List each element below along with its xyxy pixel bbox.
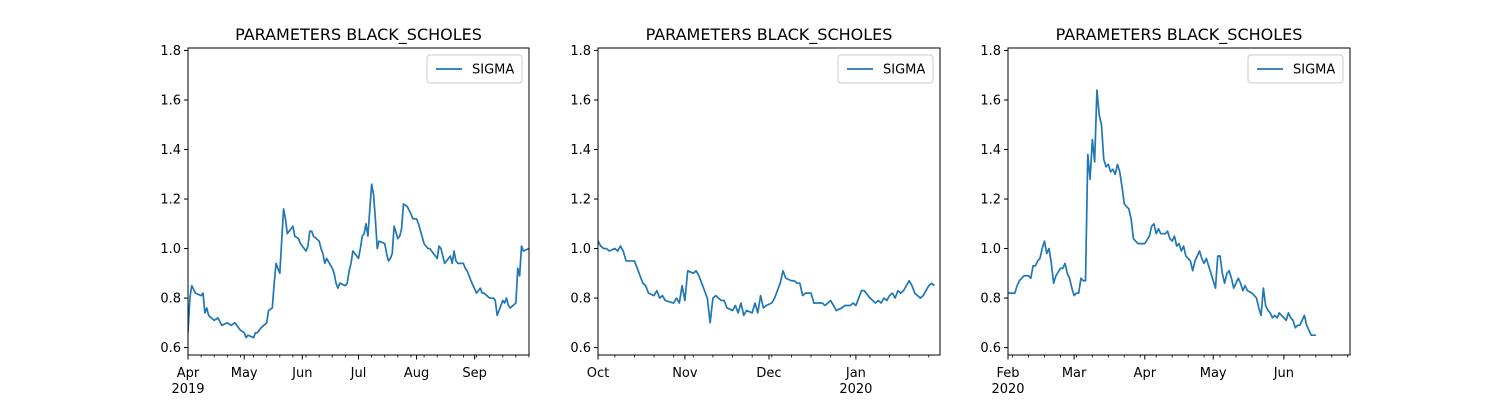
- y-tick-label: 1.2: [980, 193, 1001, 208]
- y-tick-label: 0.6: [980, 341, 1001, 356]
- x-tick-year-label: 2020: [991, 382, 1024, 397]
- y-tick-label: 1.0: [980, 242, 1001, 257]
- legend-box: [426, 54, 523, 84]
- y-tick-label: 1.6: [570, 93, 591, 108]
- chart-panel-3: PARAMETERS BLACK_SCHOLES 0.6 0.8 1.0 1.2 1.4 1…: [980, 25, 1351, 397]
- x-tick-label: May: [231, 366, 258, 381]
- y-tick-label: 0.6: [570, 341, 591, 356]
- x-tick-label: Sep: [462, 366, 487, 381]
- y-tick-label: 0.8: [980, 292, 1001, 307]
- x-tick-year-label: 2020: [839, 382, 872, 397]
- chart-title: PARAMETERS BLACK_SCHOLES: [1056, 25, 1303, 45]
- y-tick-label: 1.2: [160, 193, 181, 208]
- x-tick-label: Dec: [756, 366, 781, 381]
- legend-label: SIGMA: [472, 63, 514, 78]
- legend-label: SIGMA: [883, 63, 925, 78]
- y-tick-label: 1.8: [160, 44, 181, 59]
- chart-panel-1: PARAMETERS BLACK_SCHOLES 0.6 0.8 1.0 1.2 1.4 1…: [160, 25, 530, 397]
- legend-box: [837, 54, 934, 84]
- x-tick-label: Apr: [177, 366, 200, 381]
- y-tick-label: 0.8: [160, 292, 181, 307]
- y-tick-label: 1.4: [160, 143, 181, 158]
- x-tick-label: Nov: [672, 366, 698, 381]
- plot-frame: [1007, 47, 1351, 356]
- x-tick-label: Apr: [1134, 366, 1157, 381]
- x-tick-label: May: [1200, 366, 1227, 381]
- series-line-sigma: [598, 240, 935, 324]
- chart-title: PARAMETERS BLACK_SCHOLES: [235, 25, 482, 45]
- legend: SIGMA: [837, 54, 934, 84]
- y-tick-label: 0.8: [570, 292, 591, 307]
- series-line-sigma: [1008, 89, 1316, 337]
- x-tick-label: Jan: [845, 366, 866, 381]
- legend-box: [1247, 54, 1344, 84]
- y-tick-label: 1.8: [980, 44, 1001, 59]
- y-tick-label: 1.0: [570, 242, 591, 257]
- x-tick-label: Aug: [404, 366, 429, 381]
- x-tick-label: Mar: [1062, 366, 1087, 381]
- plot-frame: [187, 47, 530, 356]
- y-tick-label: 0.6: [160, 341, 181, 356]
- chart-title: PARAMETERS BLACK_SCHOLES: [646, 25, 893, 45]
- y-tick-label: 1.6: [160, 93, 181, 108]
- chart-panel-2: PARAMETERS BLACK_SCHOLES 0.6 0.8 1.0 1.2 1.4 1…: [570, 25, 941, 397]
- y-tick-label: 1.0: [160, 242, 181, 257]
- legend-label: SIGMA: [1293, 63, 1335, 78]
- y-tick-label: 1.6: [980, 93, 1001, 108]
- y-tick-label: 1.8: [570, 44, 591, 59]
- y-tick-label: 1.2: [570, 193, 591, 208]
- x-tick-label: Feb: [996, 366, 1019, 381]
- x-tick-label: Oct: [587, 366, 609, 381]
- x-tick-label: Jun: [1273, 366, 1294, 381]
- legend: SIGMA: [426, 54, 523, 84]
- y-tick-label: 1.4: [570, 143, 591, 158]
- plot-frame: [597, 47, 941, 356]
- y-tick-label: 1.4: [980, 143, 1001, 158]
- x-tick-label: Jun: [291, 366, 312, 381]
- legend: SIGMA: [1247, 54, 1344, 84]
- series-line-sigma: [188, 183, 529, 339]
- x-tick-label: Jul: [350, 366, 367, 381]
- x-tick-year-label: 2019: [171, 382, 204, 397]
